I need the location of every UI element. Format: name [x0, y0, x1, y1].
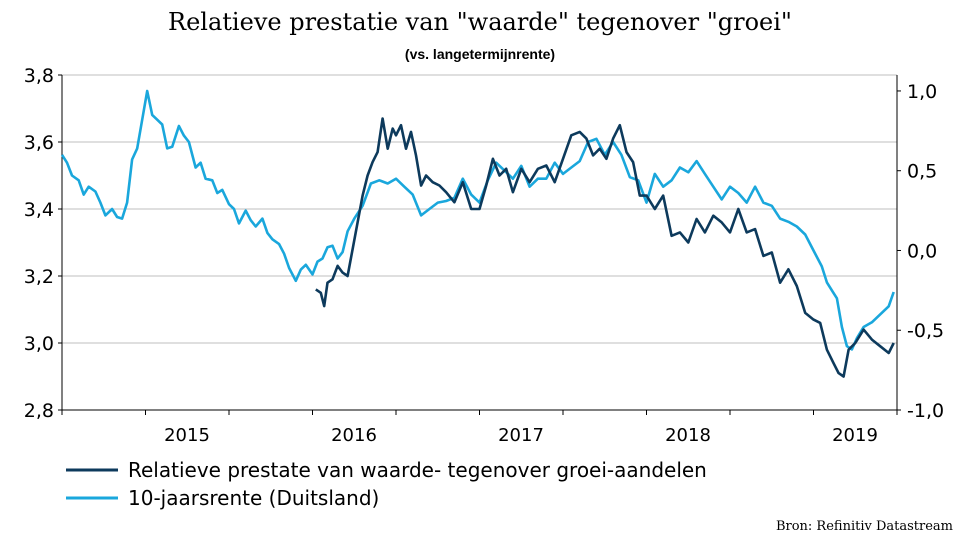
left-tick-label: 3,8 [24, 65, 54, 87]
x-tick-label: 2017 [498, 425, 544, 446]
left-axis-tick-labels: 2,8 3,0 3,2 3,4 3,6 3,8 [24, 65, 54, 422]
series-line-bund-10y [60, 89, 895, 351]
legend-label-bund-10y: 10-jaarsrente (Duitsland) [128, 486, 379, 510]
x-tick-label: 2018 [665, 425, 711, 446]
x-axis-tick-labels: 2015 2016 2017 2018 2019 [164, 425, 878, 446]
x-tick-label: 2016 [331, 425, 377, 446]
chart-subtitle: (vs. langetermijnrente) [405, 46, 555, 62]
left-tick-label: 3,2 [24, 266, 54, 288]
right-axis-tick-labels: -1,0 -0,5 0,0 0,5 1,0 [907, 81, 944, 422]
right-tick-label: 1,0 [907, 81, 937, 103]
right-tick-label: 0,0 [907, 240, 937, 262]
left-tick-label: 2,8 [24, 400, 54, 422]
right-tick-label: -1,0 [907, 400, 944, 422]
x-tick-label: 2015 [164, 425, 210, 446]
right-tick-label: -0,5 [907, 320, 944, 342]
series-lines [60, 89, 895, 378]
chart-title: Relatieve prestatie van "waarde" tegenov… [168, 8, 792, 36]
x-tick-label: 2019 [832, 425, 878, 446]
legend: Relatieve prestate van waarde- tegenover… [66, 458, 707, 510]
series-line-value-vs-growth [315, 117, 895, 378]
axes [58, 74, 901, 415]
legend-label-value-vs-growth: Relatieve prestate van waarde- tegenover… [128, 458, 707, 482]
left-tick-label: 3,4 [24, 199, 54, 221]
left-tick-label: 3,0 [24, 333, 54, 355]
left-tick-label: 3,6 [24, 132, 54, 154]
source-note: Bron: Refinitiv Datastream [776, 519, 953, 534]
right-tick-label: 0,5 [907, 161, 937, 183]
